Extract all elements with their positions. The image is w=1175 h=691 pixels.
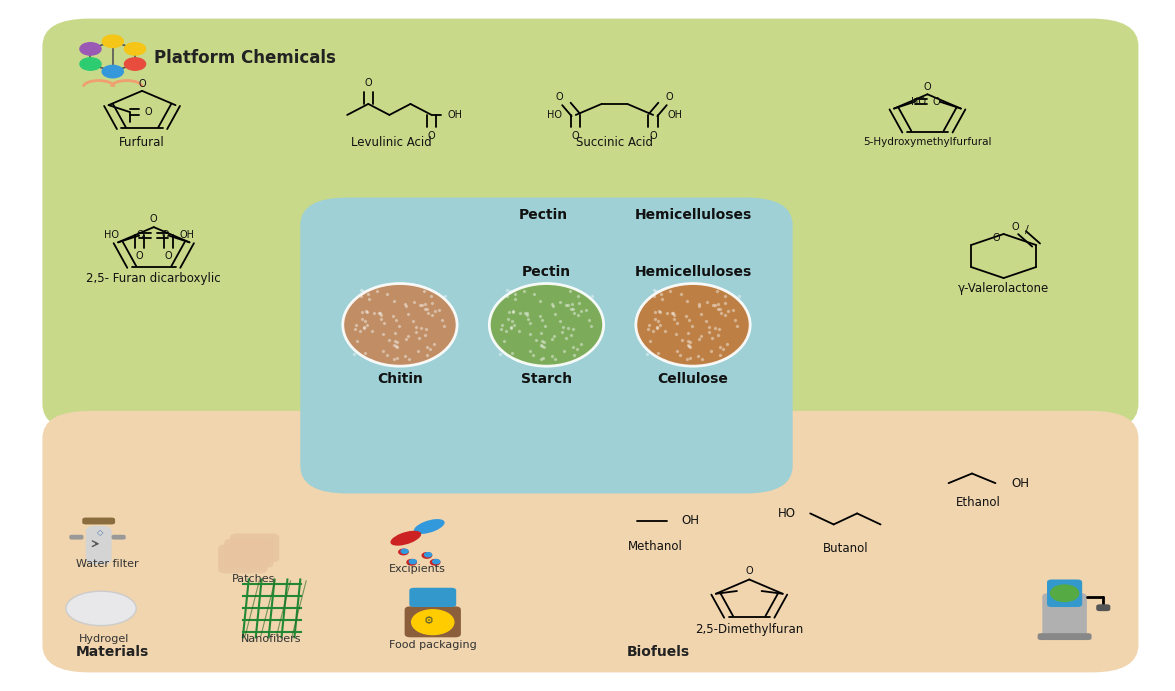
Circle shape [1050, 585, 1079, 602]
Text: Biofuels: Biofuels [626, 645, 690, 659]
FancyBboxPatch shape [230, 533, 280, 562]
Ellipse shape [66, 591, 136, 625]
Text: ⚙: ⚙ [424, 616, 435, 626]
Text: Patches: Patches [231, 574, 275, 585]
Text: OH: OH [448, 110, 463, 120]
Circle shape [80, 43, 101, 55]
Circle shape [409, 560, 416, 564]
Circle shape [401, 549, 408, 553]
Text: Materials: Materials [76, 645, 149, 659]
Text: Excipients: Excipients [389, 564, 446, 574]
Circle shape [102, 66, 123, 78]
Text: Cellulose: Cellulose [658, 372, 728, 386]
Ellipse shape [636, 283, 750, 366]
FancyBboxPatch shape [42, 411, 1139, 672]
Text: O: O [745, 566, 753, 576]
FancyBboxPatch shape [1042, 594, 1087, 638]
FancyBboxPatch shape [1096, 604, 1110, 611]
FancyBboxPatch shape [219, 545, 268, 574]
Text: HO: HO [911, 97, 926, 106]
Text: Pectin: Pectin [518, 208, 568, 222]
Circle shape [411, 609, 454, 634]
Text: Chitin: Chitin [377, 372, 423, 386]
FancyBboxPatch shape [82, 518, 115, 524]
Circle shape [432, 560, 439, 564]
Circle shape [398, 549, 408, 555]
FancyBboxPatch shape [409, 588, 456, 607]
Circle shape [102, 35, 123, 48]
FancyBboxPatch shape [1047, 580, 1082, 607]
Text: γ-Valerolactone: γ-Valerolactone [958, 282, 1049, 295]
Text: O: O [428, 131, 436, 140]
Text: HO: HO [105, 231, 119, 240]
Text: Hemicelluloses: Hemicelluloses [634, 265, 752, 279]
Text: Platform Chemicals: Platform Chemicals [154, 49, 336, 67]
FancyBboxPatch shape [1038, 633, 1092, 640]
Text: O: O [165, 251, 173, 261]
FancyBboxPatch shape [224, 539, 274, 568]
Circle shape [430, 560, 439, 565]
Text: Hemicelluloses: Hemicelluloses [634, 208, 752, 222]
Text: Levulinic Acid: Levulinic Acid [351, 136, 432, 149]
Text: Succinic Acid: Succinic Acid [576, 136, 653, 149]
Text: O: O [993, 233, 1001, 243]
Text: O: O [572, 131, 579, 140]
Text: O: O [933, 97, 940, 106]
Text: O: O [145, 107, 153, 117]
Circle shape [422, 553, 431, 558]
Text: OH: OH [667, 110, 683, 120]
FancyBboxPatch shape [112, 535, 126, 540]
Text: HO: HO [546, 110, 562, 120]
Text: Furfural: Furfural [119, 136, 165, 149]
Text: 2,5- Furan dicarboxylic: 2,5- Furan dicarboxylic [87, 272, 221, 285]
Ellipse shape [343, 283, 457, 366]
Ellipse shape [414, 519, 444, 534]
Text: Nanofibers: Nanofibers [241, 634, 301, 645]
Text: O: O [150, 214, 157, 224]
Text: 2,5-Dimethylfuran: 2,5-Dimethylfuran [696, 623, 804, 636]
Text: Hydrogel: Hydrogel [80, 634, 129, 645]
FancyBboxPatch shape [42, 19, 1139, 431]
Text: O: O [924, 82, 932, 93]
Text: Ethanol: Ethanol [955, 496, 1000, 509]
FancyBboxPatch shape [404, 606, 461, 637]
Circle shape [80, 58, 101, 70]
Text: O: O [135, 251, 143, 261]
Text: O: O [364, 78, 372, 88]
Ellipse shape [390, 531, 421, 546]
Text: ◇: ◇ [96, 528, 103, 537]
Text: Water filter: Water filter [75, 559, 139, 569]
Text: HO: HO [778, 507, 797, 520]
Text: Butanol: Butanol [822, 542, 868, 555]
Text: Food packaging: Food packaging [389, 640, 477, 650]
Text: O: O [1012, 222, 1019, 232]
Text: OH: OH [179, 231, 194, 240]
Text: 5-Hydroxymethylfurfural: 5-Hydroxymethylfurfural [864, 138, 992, 147]
Circle shape [125, 43, 146, 55]
Text: Methanol: Methanol [629, 540, 683, 553]
Text: O: O [650, 131, 657, 140]
Circle shape [125, 58, 146, 70]
Text: Pectin: Pectin [522, 265, 571, 279]
FancyBboxPatch shape [69, 535, 83, 540]
Text: /: / [1025, 225, 1028, 235]
Text: O: O [556, 92, 563, 102]
Text: O: O [666, 92, 673, 102]
Text: OH: OH [1012, 477, 1029, 490]
FancyBboxPatch shape [301, 198, 793, 493]
Text: O: O [136, 231, 145, 240]
Circle shape [424, 553, 431, 557]
Text: Starch: Starch [521, 372, 572, 386]
FancyBboxPatch shape [86, 526, 112, 565]
Ellipse shape [489, 283, 604, 366]
Text: O: O [161, 231, 169, 240]
Text: OH: OH [682, 515, 699, 527]
Circle shape [407, 560, 416, 565]
Text: O: O [139, 79, 146, 89]
